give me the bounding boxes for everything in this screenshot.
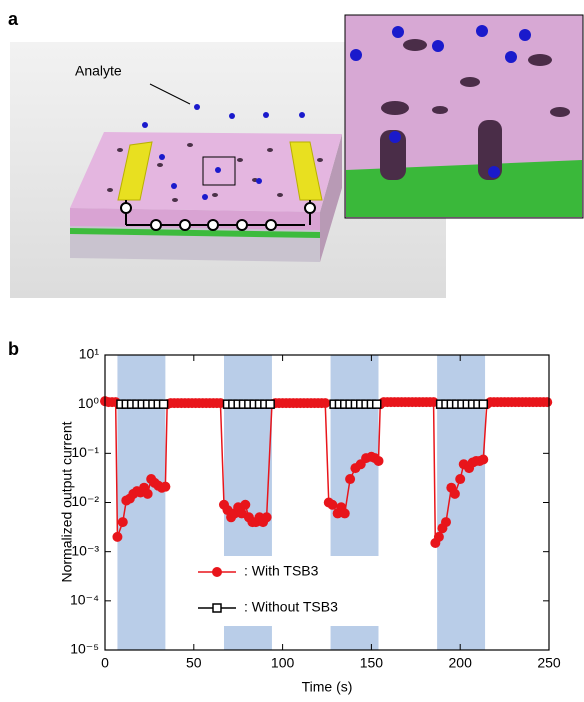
point	[118, 517, 128, 527]
legend-label: : Without TSB3	[244, 599, 338, 615]
y-tick-label: 10⁻²	[71, 493, 99, 509]
point	[240, 500, 250, 510]
point	[455, 474, 465, 484]
legend: : With TSB3 : Without TSB3	[186, 556, 392, 626]
legend-marker	[213, 604, 221, 612]
panel-label: a	[8, 9, 19, 29]
x-tick-label: 250	[537, 655, 561, 671]
point	[320, 398, 330, 408]
y-tick-label: 10¹	[79, 346, 100, 362]
point	[262, 512, 272, 522]
legend-label: : With TSB3	[244, 563, 319, 579]
point	[327, 500, 337, 510]
y-tick-label: 10⁻³	[71, 542, 99, 558]
point	[160, 400, 168, 408]
point	[441, 517, 451, 527]
point	[373, 400, 381, 408]
point	[542, 397, 552, 407]
panel-label: b	[8, 339, 19, 359]
point	[479, 400, 487, 408]
x-tick-label: 50	[186, 655, 202, 671]
point	[112, 532, 122, 542]
x-tick-label: 150	[360, 655, 384, 671]
figure: a Analyte b Normalized output current Ti…	[0, 0, 584, 697]
point	[374, 456, 384, 466]
y-tick-label: 10⁻⁵	[70, 641, 99, 657]
point	[266, 400, 274, 408]
point	[143, 489, 153, 499]
x-tick-label: 0	[101, 655, 109, 671]
annotation: Analyte	[75, 63, 122, 79]
y-tick-label: 10⁻¹	[71, 444, 99, 460]
x-axis-label: Time (s)	[302, 679, 353, 695]
point	[478, 454, 488, 464]
y-tick-label: 10⁻⁴	[70, 592, 99, 608]
point	[160, 482, 170, 492]
point	[434, 532, 444, 542]
shaded-region	[437, 355, 485, 650]
point	[345, 474, 355, 484]
x-tick-label: 100	[271, 655, 295, 671]
point	[450, 489, 460, 499]
x-tick-label: 200	[449, 655, 473, 671]
point	[340, 508, 350, 518]
legend-marker	[212, 567, 222, 577]
page: a Analyte b Normalized output current Ti…	[0, 0, 584, 702]
y-tick-label: 10⁰	[78, 395, 100, 411]
